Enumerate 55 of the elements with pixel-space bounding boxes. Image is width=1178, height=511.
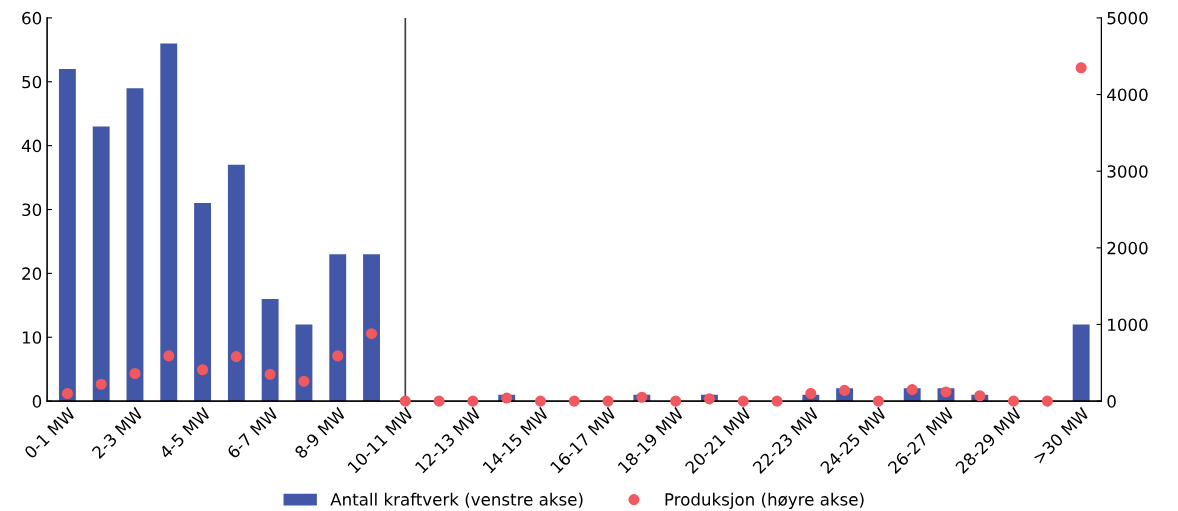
y-tick-label: 50 [22, 75, 42, 89]
bar [329, 254, 347, 402]
point [1075, 62, 1087, 74]
bar [1072, 324, 1090, 402]
point [61, 387, 73, 400]
bar [261, 298, 279, 402]
point [568, 395, 580, 407]
x-tick-label: 4-5 MW [158, 406, 212, 460]
point [365, 328, 378, 340]
y-tick-label: 60 [22, 11, 42, 25]
point [974, 390, 986, 402]
y2-tick-label: 4000 [1107, 88, 1148, 102]
legend-label: Antall kraftverk (venstre akse) [330, 492, 583, 508]
point [95, 378, 107, 390]
point [230, 351, 242, 363]
y-tick-label: 20 [22, 267, 42, 280]
x-tick-label: 6-7 MW [226, 406, 279, 460]
point [467, 395, 479, 407]
point [298, 375, 310, 387]
y-tick-label: 0 [32, 395, 42, 408]
bar [126, 88, 144, 402]
bar [295, 324, 313, 402]
y2-tick-label: 5000 [1107, 11, 1148, 25]
y-tick-label: 10 [22, 331, 42, 344]
bar [363, 254, 380, 402]
point [264, 368, 276, 380]
bar [160, 43, 178, 402]
point [872, 395, 884, 407]
point [670, 395, 682, 407]
point [737, 395, 749, 407]
point [771, 395, 783, 407]
point [1008, 395, 1020, 407]
bar [58, 68, 76, 402]
legend-label: Produksjon (høyre akse) [665, 492, 864, 509]
point [805, 387, 817, 400]
bar [92, 126, 110, 402]
point [129, 367, 141, 380]
y2-tick-label: 0 [1107, 395, 1116, 408]
point [433, 395, 445, 407]
x-tick-label: 8-9 MW [293, 406, 347, 460]
y2-tick-label: 3000 [1107, 165, 1148, 178]
point [163, 350, 175, 362]
y-tick-label: 30 [22, 203, 42, 217]
point [602, 395, 614, 407]
y2-tick-label: 1000 [1108, 318, 1148, 332]
y2-tick-label: 2000 [1107, 241, 1148, 255]
point [332, 350, 344, 362]
bar [227, 164, 245, 402]
point [534, 395, 547, 407]
point [399, 395, 411, 407]
y-tick-label: 40 [21, 139, 42, 153]
x-tick-label: 2-3 MW [91, 406, 144, 460]
bar [194, 203, 212, 402]
point [1041, 395, 1053, 407]
point [197, 364, 209, 376]
